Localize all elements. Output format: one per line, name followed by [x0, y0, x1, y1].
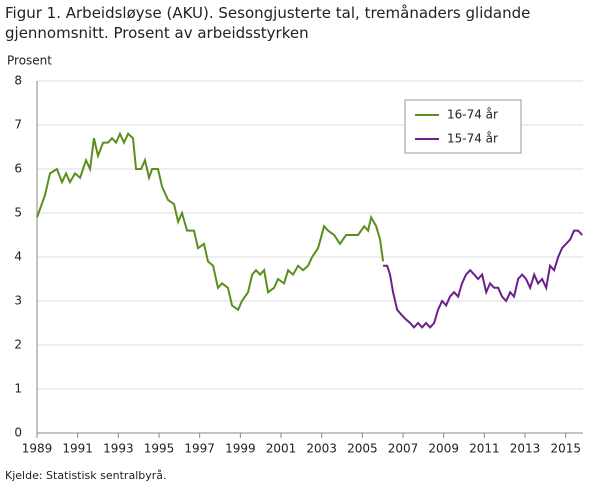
x-tick-label: 1989 — [22, 442, 53, 456]
x-tick-label: 1995 — [144, 442, 175, 456]
series-line — [383, 229, 583, 329]
y-tick-label: 1 — [14, 382, 22, 396]
source: Kjelde: Statistisk sentralbyrå. — [5, 469, 167, 482]
x-tick-label: 2013 — [510, 442, 541, 456]
y-tick-label: 7 — [14, 118, 22, 132]
y-tick-label: 3 — [14, 294, 22, 308]
x-tick-label: 1997 — [184, 442, 215, 456]
x-tick-label: 2011 — [469, 442, 500, 456]
y-tick-label: 0 — [14, 426, 22, 440]
series-line — [36, 131, 385, 312]
x-tick-label: 1999 — [225, 442, 256, 456]
x-tick-label: 2007 — [388, 442, 419, 456]
x-tick-label: 2015 — [550, 442, 581, 456]
y-tick-label: 2 — [14, 338, 22, 352]
y-tick-label: 6 — [14, 162, 22, 176]
legend-label: 15-74 år — [447, 132, 498, 146]
chart-title: Figur 1. Arbeidsløyse (AKU). Sesongjuste… — [5, 4, 531, 42]
x-tick-label: 2001 — [266, 442, 297, 456]
y-tick-label: 8 — [14, 74, 22, 88]
x-tick-label: 1991 — [62, 442, 93, 456]
x-tick-label: 2009 — [428, 442, 459, 456]
y-axis-label: Prosent — [7, 54, 52, 68]
y-tick-label: 4 — [14, 250, 22, 264]
legend-label: 16-74 år — [447, 108, 498, 122]
legend-box — [404, 99, 522, 154]
x-tick-label: 2005 — [347, 442, 378, 456]
x-tick-label: 2003 — [306, 442, 337, 456]
y-tick-label: 5 — [14, 206, 22, 220]
x-tick-label: 1993 — [103, 442, 134, 456]
